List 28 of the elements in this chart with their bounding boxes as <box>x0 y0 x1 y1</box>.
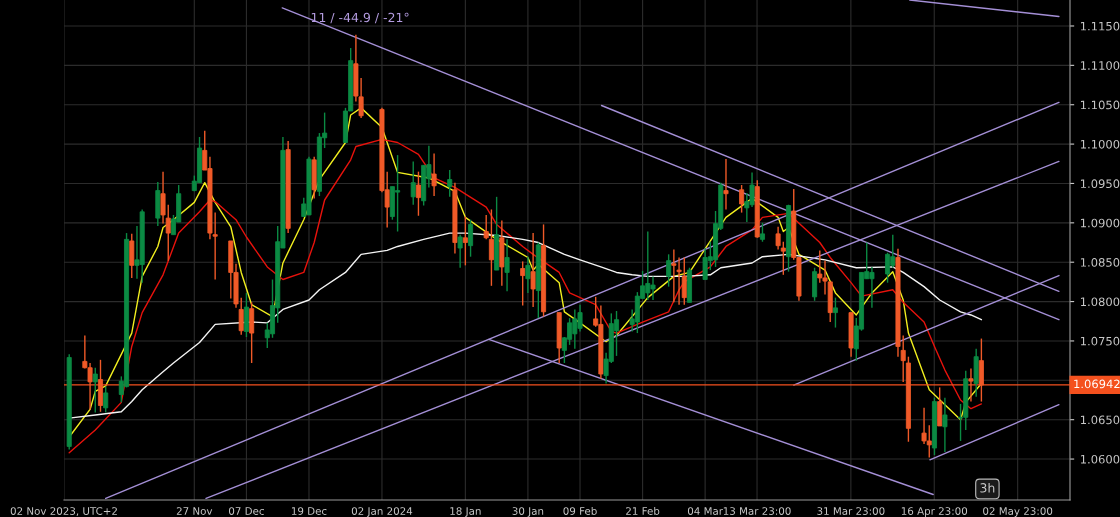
x-tick-label: 02 May 23:00 <box>983 507 1053 517</box>
x-tick-label: 09 Feb <box>563 506 597 515</box>
y-tick-label: 1.1100 <box>1080 61 1120 70</box>
x-tick-label: 07 Dec <box>229 507 264 515</box>
y-tick-label: 1.0950 <box>1080 179 1120 189</box>
annotation: 11 / -44.9 / -21° <box>311 12 409 24</box>
y-tick-label: 1.0650 <box>1080 415 1120 425</box>
y-tick-label: 1.1150 <box>1080 21 1120 31</box>
y-tick-label: 1.0600 <box>1080 454 1120 464</box>
x-tick-label: 21 Feb <box>626 506 660 515</box>
x-tick-label: 16 Apr 23:00 <box>901 507 968 517</box>
annotation: 3h <box>980 482 995 493</box>
x-tick-label: 27 Nov <box>176 507 213 515</box>
y-tick-label: 1.0750 <box>1080 336 1120 346</box>
x-tick-label: 02 Nov 2023, UTC+2 <box>10 507 117 516</box>
x-tick-label: 04 Mar <box>687 507 723 515</box>
x-tick-label: 19 Dec <box>292 507 327 515</box>
x-tick-label: 18 Jan <box>450 507 481 517</box>
y-tick-label: 1.1000 <box>1080 139 1120 149</box>
ref-line-label: 1.06942 <box>1074 379 1120 389</box>
y-tick-label: 1.0900 <box>1080 218 1120 228</box>
y-tick-label: 1.0850 <box>1080 258 1120 267</box>
y-tick-label: 1.1050 <box>1080 100 1120 110</box>
y-tick-label: 1.0800 <box>1080 297 1120 307</box>
x-tick-label: 31 Mar 23:00 <box>817 507 885 515</box>
x-tick-label: 02 Jan 2024 <box>351 507 413 517</box>
x-tick-label: 13 Mar 23:00 <box>723 507 791 515</box>
x-tick-label: 30 Jan <box>512 507 544 517</box>
